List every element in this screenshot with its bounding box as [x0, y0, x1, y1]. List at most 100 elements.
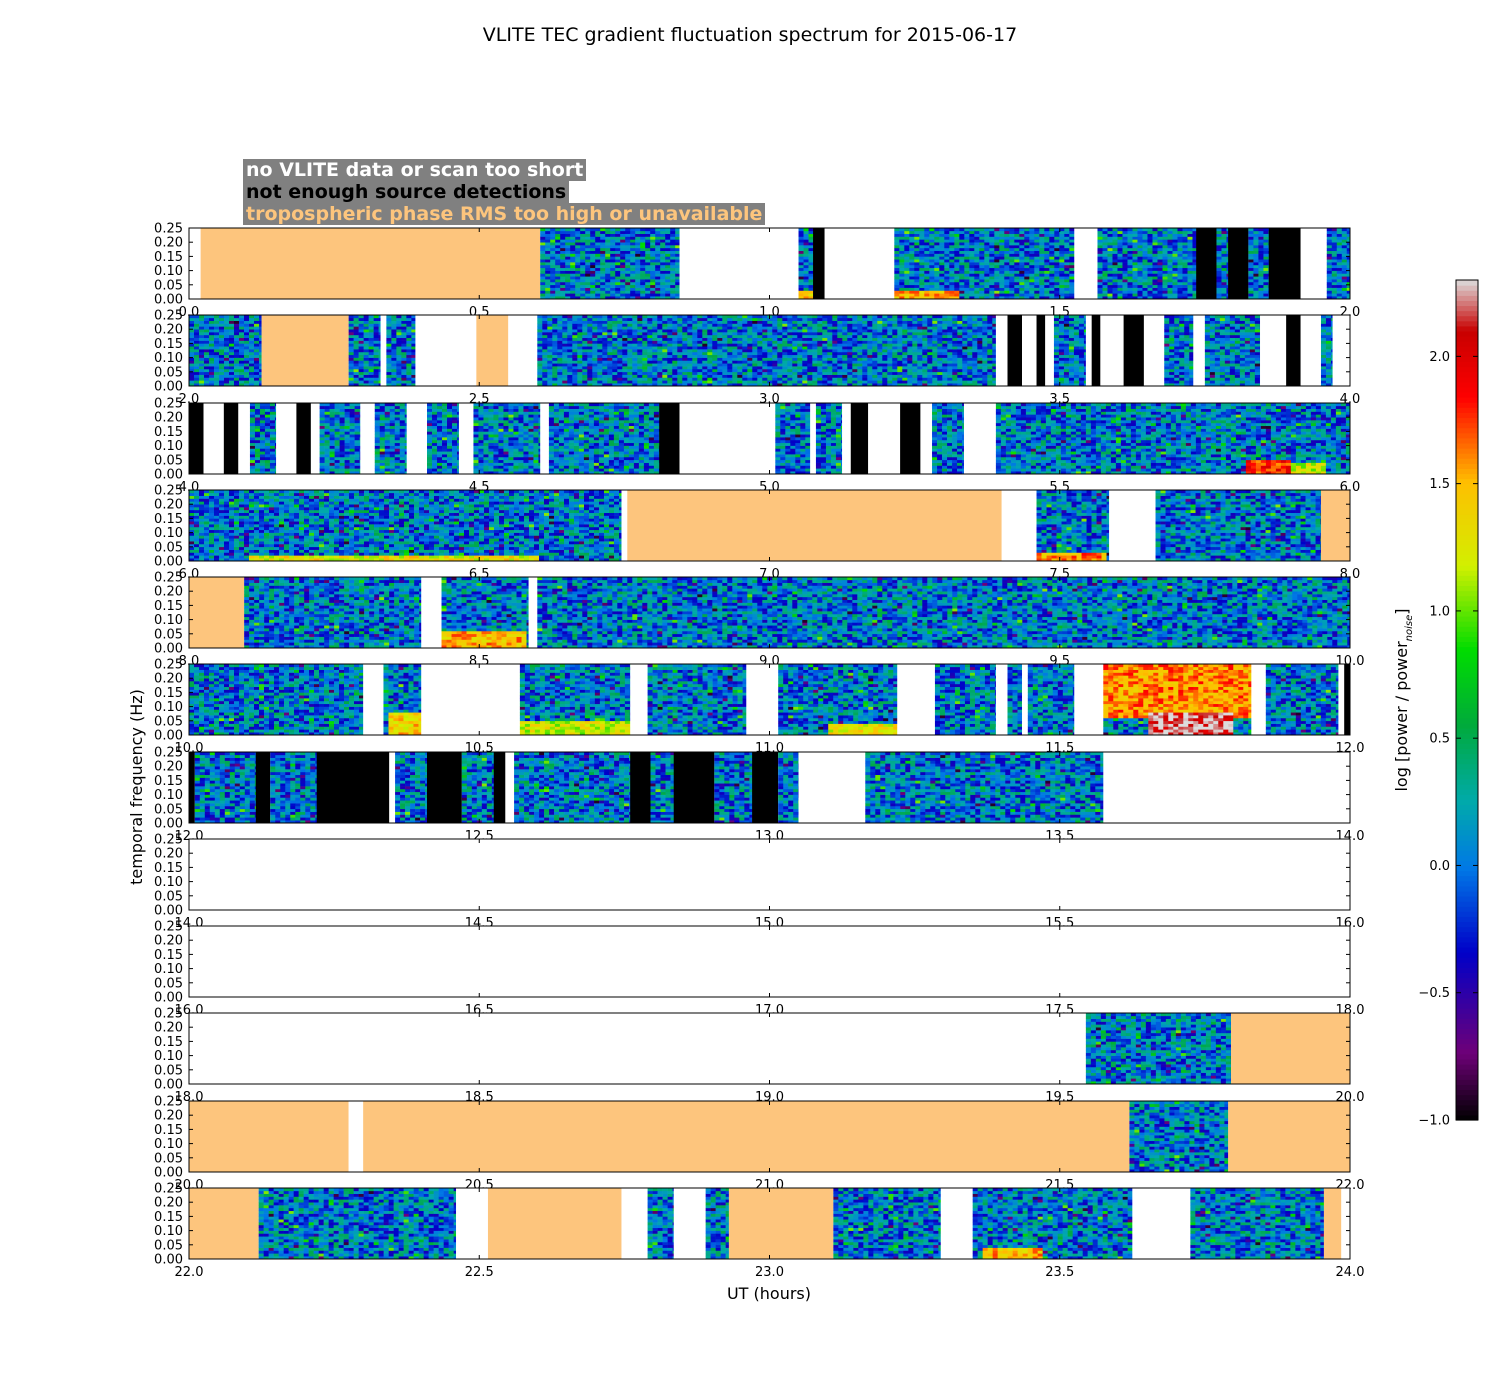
segment-few-detections — [255, 752, 271, 823]
segment-no-data — [348, 1101, 364, 1172]
segment-few-detections — [850, 403, 869, 474]
spectrum-segment — [258, 1188, 457, 1260]
segment-tropo-rms — [1230, 1013, 1350, 1084]
spectrum-segment — [548, 403, 660, 475]
spectrum-segment — [514, 752, 631, 824]
segment-no-data — [679, 228, 799, 299]
segment-tropo-rms — [189, 577, 245, 648]
segment-tropo-rms — [189, 1188, 259, 1259]
spectrum-segment — [798, 228, 814, 300]
spectrum-segment — [441, 577, 529, 649]
segment-no-data — [920, 403, 933, 474]
y-tick-label: 0.00 — [154, 380, 183, 395]
spectrum-segment — [537, 577, 1351, 649]
spectrum-segment — [270, 752, 318, 824]
segment-no-data — [1300, 228, 1327, 299]
spectrum-segment — [319, 403, 361, 475]
spectrum-segment — [1053, 315, 1087, 387]
segment-no-data — [508, 315, 538, 386]
y-tick-label: 0.10 — [154, 1137, 183, 1152]
segment-no-data — [505, 752, 515, 823]
segment-no-data — [389, 752, 396, 823]
segment-few-detections — [493, 752, 506, 823]
y-tick-label: 0.15 — [154, 861, 183, 876]
y-tick-label: 0.10 — [154, 875, 183, 890]
spectrum-segment — [1248, 228, 1270, 300]
y-tick-label: 0.00 — [154, 1253, 183, 1268]
segment-no-data — [421, 664, 520, 735]
colorbar-tick-label: −1.0 — [1418, 1114, 1450, 1129]
segment-no-data — [798, 752, 866, 823]
y-tick-label: 0.20 — [154, 1109, 183, 1124]
spectrum-segment — [1036, 490, 1110, 562]
x-tick-label: 22.5 — [465, 1265, 494, 1280]
y-tick-label: 0.15 — [154, 686, 183, 701]
segment-no-data — [621, 1188, 648, 1259]
segment-few-detections — [630, 752, 651, 823]
y-tick-label: 0.20 — [154, 934, 183, 949]
colorbar-frame — [1455, 279, 1479, 1121]
segment-tropo-rms — [476, 315, 509, 386]
spectrum-segment — [934, 664, 997, 736]
y-tick-label: 0.25 — [154, 1007, 183, 1022]
colorbar: −1.0 −0.5 0.0 0.5 1.0 1.5 2.0 — [1418, 279, 1479, 1129]
spectrum-segment — [189, 490, 622, 562]
y-tick-label: 0.10 — [154, 962, 183, 977]
x-tick-label: 24.0 — [1336, 1265, 1365, 1280]
segment-few-detections — [189, 752, 195, 823]
panel-8-10: 0.000.050.100.150.200.258.0 8.5 9.0 9.5 10.0 — [154, 571, 1364, 670]
y-tick-label: 0.05 — [154, 627, 183, 642]
panel-2-4: 0.000.050.100.150.200.252.0 2.5 3.0 3.5 4.0 — [154, 309, 1360, 408]
y-tick-label: 0.25 — [154, 571, 183, 586]
segment-few-detections — [223, 403, 239, 474]
segment-no-data — [276, 403, 297, 474]
colorbar-tick-label: −0.5 — [1418, 986, 1450, 1001]
panel-22-24: 0.000.050.100.150.200.25 22.0 22.5 23.0 23.5… — [154, 1182, 1364, 1281]
spectrum-segment — [374, 403, 407, 475]
y-tick-label: 0.25 — [154, 309, 183, 324]
segment-few-detections — [1036, 315, 1046, 386]
chart-title: VLITE TEC gradient fluctuation spectrum … — [0, 24, 1500, 46]
spectrum-segment — [537, 315, 997, 387]
segment-no-data — [1001, 490, 1037, 561]
segment-few-detections — [1286, 315, 1301, 386]
segment-few-detections — [900, 403, 921, 474]
x-tick-label: 22.0 — [175, 1265, 204, 1280]
segment-few-detections — [189, 403, 204, 474]
spectrum-segment — [894, 228, 1075, 300]
segment-few-detections — [296, 403, 311, 474]
segment-no-data — [995, 664, 1008, 735]
y-tick-label: 0.10 — [154, 439, 183, 454]
spectrum-segment — [348, 315, 381, 387]
segment-no-data — [1332, 315, 1350, 386]
y-tick-label: 0.20 — [154, 847, 183, 862]
segment-few-detections — [1007, 315, 1023, 386]
y-tick-label: 0.10 — [154, 264, 183, 279]
segment-few-detections — [1268, 228, 1301, 299]
y-tick-label: 0.05 — [154, 1238, 183, 1253]
y-tick-label: 0.20 — [154, 498, 183, 513]
segment-no-data — [360, 403, 375, 474]
spectrum-segment — [540, 228, 680, 300]
segment-no-data — [842, 403, 851, 474]
y-tick-label: 0.00 — [154, 817, 183, 832]
segment-no-data — [189, 839, 1350, 910]
segment-few-detections — [1344, 664, 1350, 735]
spectrum-segment — [778, 664, 898, 736]
y-tick-label: 0.20 — [154, 760, 183, 775]
spectrum-segment — [1204, 315, 1261, 387]
segment-no-data — [1022, 664, 1028, 735]
y-tick-label: 0.10 — [154, 351, 183, 366]
y-tick-label: 0.20 — [154, 236, 183, 251]
y-tick-label: 0.00 — [154, 642, 183, 657]
segment-no-data — [421, 577, 442, 648]
segment-few-detections — [1228, 228, 1249, 299]
y-tick-label: 0.15 — [154, 599, 183, 614]
segment-no-data — [363, 664, 384, 735]
panel-0-2: 0.000.050.100.150.200.250.0 0.5 1.0 1.5 2.0 — [154, 222, 1360, 321]
y-tick-label: 0.20 — [154, 323, 183, 338]
